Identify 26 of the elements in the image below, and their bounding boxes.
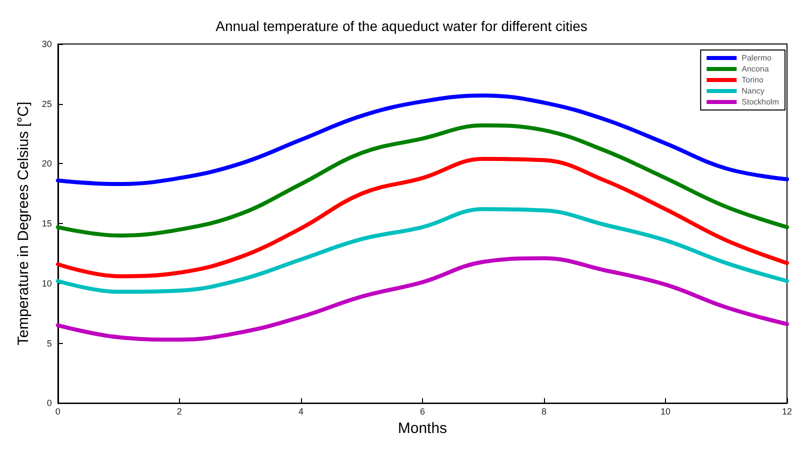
y-tick-label: 10 [42, 278, 52, 288]
x-tick-label: 4 [298, 406, 304, 417]
y-axis-title: Temperature in Degrees Celsius [°C] [15, 102, 32, 346]
line-series [56, 156, 789, 278]
y-tick-label: 0 [46, 398, 52, 408]
y-tick-label: 30 [42, 39, 52, 49]
chart-title: Annual temperature of the aqueduct water for different cities [216, 18, 588, 34]
line-series [56, 256, 789, 342]
x-tick-label: 2 [176, 406, 182, 417]
legend-label: Ancona [742, 64, 770, 74]
line-series [56, 207, 789, 294]
line-series [56, 123, 789, 238]
y-tick-label: 25 [42, 98, 52, 109]
legend-label: Stockholm [742, 98, 780, 106]
x-tick-label: 8 [541, 406, 546, 417]
legend-label: Nancy [742, 86, 764, 96]
y-tick-label: 15 [42, 218, 52, 229]
x-tick-label: 12 [782, 406, 792, 417]
legend-label: Torino [742, 76, 764, 84]
x-axis-title: Months [398, 420, 448, 437]
x-tick-label: 0 [55, 406, 60, 417]
legend-label: Palermo [742, 54, 772, 62]
x-tick-label: 6 [420, 406, 425, 417]
y-tick-label: 5 [46, 338, 52, 348]
x-tick-label: 10 [660, 406, 670, 417]
y-tick-label: 20 [42, 158, 52, 169]
